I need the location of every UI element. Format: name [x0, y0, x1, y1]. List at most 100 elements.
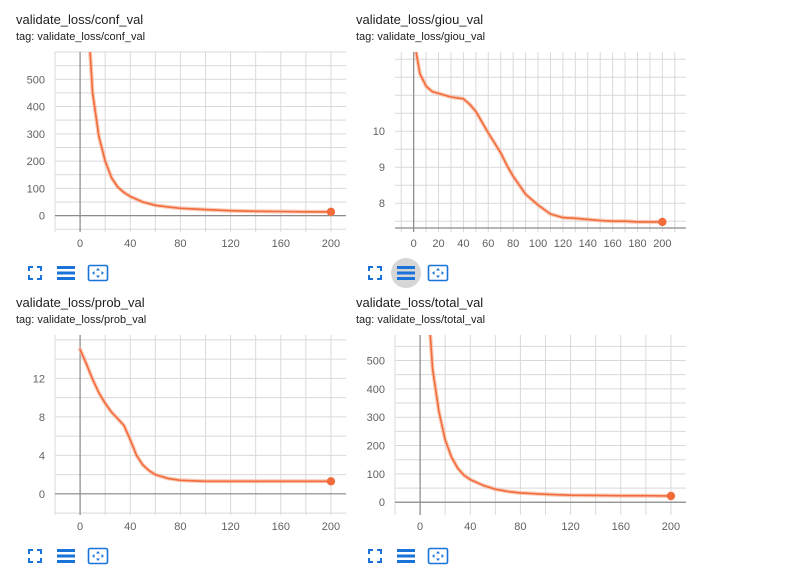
x-tick-label: 140	[579, 238, 597, 250]
data-table-button[interactable]	[391, 258, 421, 288]
expand-view-icon	[427, 264, 449, 282]
line-chart[interactable]: 0 20 40 60 80 100 120 140 160 180 200 8 9 10	[356, 46, 701, 256]
x-tick-label: 200	[662, 521, 680, 533]
line-chart[interactable]: 0 40 80 120 160 200 0 4 8 12	[16, 329, 361, 539]
fit-domain-button[interactable]	[24, 545, 46, 567]
card-title: validate_loss/prob_val	[16, 295, 145, 310]
series-group	[88, 52, 333, 214]
y-tick-label: 100	[367, 469, 385, 481]
x-tick-label: 120	[221, 238, 239, 250]
y-tick-label: 400	[367, 384, 385, 396]
y-tick-label: 4	[39, 450, 45, 462]
expand-view-icon	[87, 547, 109, 565]
y-tick-label: 100	[27, 183, 45, 195]
x-tick-label: 80	[174, 238, 186, 250]
series-line	[415, 52, 664, 223]
data-table-button[interactable]	[395, 545, 417, 567]
fit-domain-button[interactable]	[24, 262, 46, 284]
series-last-point-marker[interactable]	[326, 207, 336, 217]
data-table-icon	[396, 265, 416, 281]
card-tag: tag: validate_loss/conf_val	[16, 31, 146, 43]
grid	[394, 335, 686, 515]
y-tick-label: 10	[373, 126, 385, 138]
series-group	[414, 52, 665, 224]
fit-domain-icon	[367, 548, 383, 564]
line-chart[interactable]: 0 40 80 120 160 200 0 100 200 300 400 500	[356, 329, 701, 539]
y-tick-label: 12	[33, 373, 45, 385]
y-tick-label: 500	[367, 356, 385, 368]
series-smoothed-line	[428, 335, 673, 498]
card-total-val: validate_loss/total_val tag: validate_lo…	[356, 285, 701, 567]
expand-view-button[interactable]	[87, 545, 109, 567]
series-group	[428, 335, 673, 498]
expand-view-button[interactable]	[427, 262, 449, 284]
data-table-button[interactable]	[55, 262, 77, 284]
series-last-point-marker[interactable]	[326, 477, 336, 486]
fit-domain-icon	[27, 265, 43, 281]
y-tick-label: 8	[39, 412, 45, 424]
expand-view-button[interactable]	[87, 262, 109, 284]
series-smoothed-line	[88, 52, 333, 214]
x-tick-label: 120	[221, 521, 239, 533]
data-table-icon	[56, 548, 76, 564]
x-tick-label: 80	[507, 238, 519, 250]
x-tick-label: 120	[554, 238, 572, 250]
card-title: validate_loss/conf_val	[16, 12, 144, 27]
line-chart[interactable]: 0 40 80 120 160 200 0 100 200 300 400 500	[16, 46, 361, 256]
y-tick-label: 0	[379, 497, 385, 509]
x-tick-label: 40	[464, 521, 476, 533]
card-prob-val: validate_loss/prob_val tag: validate_los…	[16, 285, 361, 567]
grid	[54, 335, 346, 515]
card-tag: tag: validate_loss/prob_val	[16, 314, 147, 326]
y-tick-label: 200	[367, 441, 385, 453]
y-tick-label: 300	[367, 412, 385, 424]
expand-view-icon	[87, 264, 109, 282]
x-tick-label: 160	[612, 521, 630, 533]
y-tick-label: 500	[27, 74, 45, 86]
y-tick-label: 9	[379, 162, 385, 174]
y-tick-label: 200	[27, 156, 45, 168]
x-tick-label: 0	[77, 238, 83, 250]
card-tag: tag: validate_loss/total_val	[356, 314, 486, 326]
x-tick-label: 20	[432, 238, 444, 250]
x-tick-label: 200	[322, 521, 340, 533]
y-tick-label: 0	[39, 489, 45, 501]
x-tick-label: 180	[628, 238, 646, 250]
expand-view-button[interactable]	[427, 545, 449, 567]
fit-domain-button[interactable]	[364, 262, 386, 284]
card-tag: tag: validate_loss/giou_val	[356, 31, 486, 43]
series-line	[79, 348, 332, 483]
series-group	[78, 347, 333, 484]
expand-view-icon	[427, 547, 449, 565]
fit-domain-button[interactable]	[364, 545, 386, 567]
y-tick-label: 400	[27, 102, 45, 114]
x-tick-label: 200	[653, 238, 671, 250]
fit-domain-icon	[367, 265, 383, 281]
card-conf-val: validate_loss/conf_val tag: validate_los…	[16, 2, 361, 284]
data-table-button[interactable]	[55, 545, 77, 567]
data-table-icon	[396, 548, 416, 564]
x-tick-label: 200	[322, 238, 340, 250]
series-line	[89, 52, 332, 213]
x-tick-label: 80	[514, 521, 526, 533]
x-tick-label: 0	[77, 521, 83, 533]
x-tick-label: 160	[603, 238, 621, 250]
series-last-point-marker[interactable]	[658, 217, 667, 227]
fit-domain-icon	[27, 548, 43, 564]
x-tick-label: 100	[529, 238, 547, 250]
card-giou-val: validate_loss/giou_val tag: validate_los…	[356, 2, 701, 288]
grid	[395, 52, 686, 232]
x-tick-label: 40	[457, 238, 469, 250]
x-tick-label: 0	[411, 238, 417, 250]
card-title: validate_loss/total_val	[356, 295, 484, 310]
card-title: validate_loss/giou_val	[356, 12, 484, 27]
x-tick-label: 120	[561, 521, 579, 533]
x-tick-label: 40	[124, 521, 136, 533]
series-line	[429, 335, 672, 497]
y-tick-label: 300	[27, 129, 45, 141]
data-table-icon	[56, 265, 76, 281]
y-tick-label: 0	[39, 211, 45, 223]
series-last-point-marker[interactable]	[666, 491, 676, 501]
x-tick-label: 80	[174, 521, 186, 533]
x-tick-label: 60	[482, 238, 494, 250]
